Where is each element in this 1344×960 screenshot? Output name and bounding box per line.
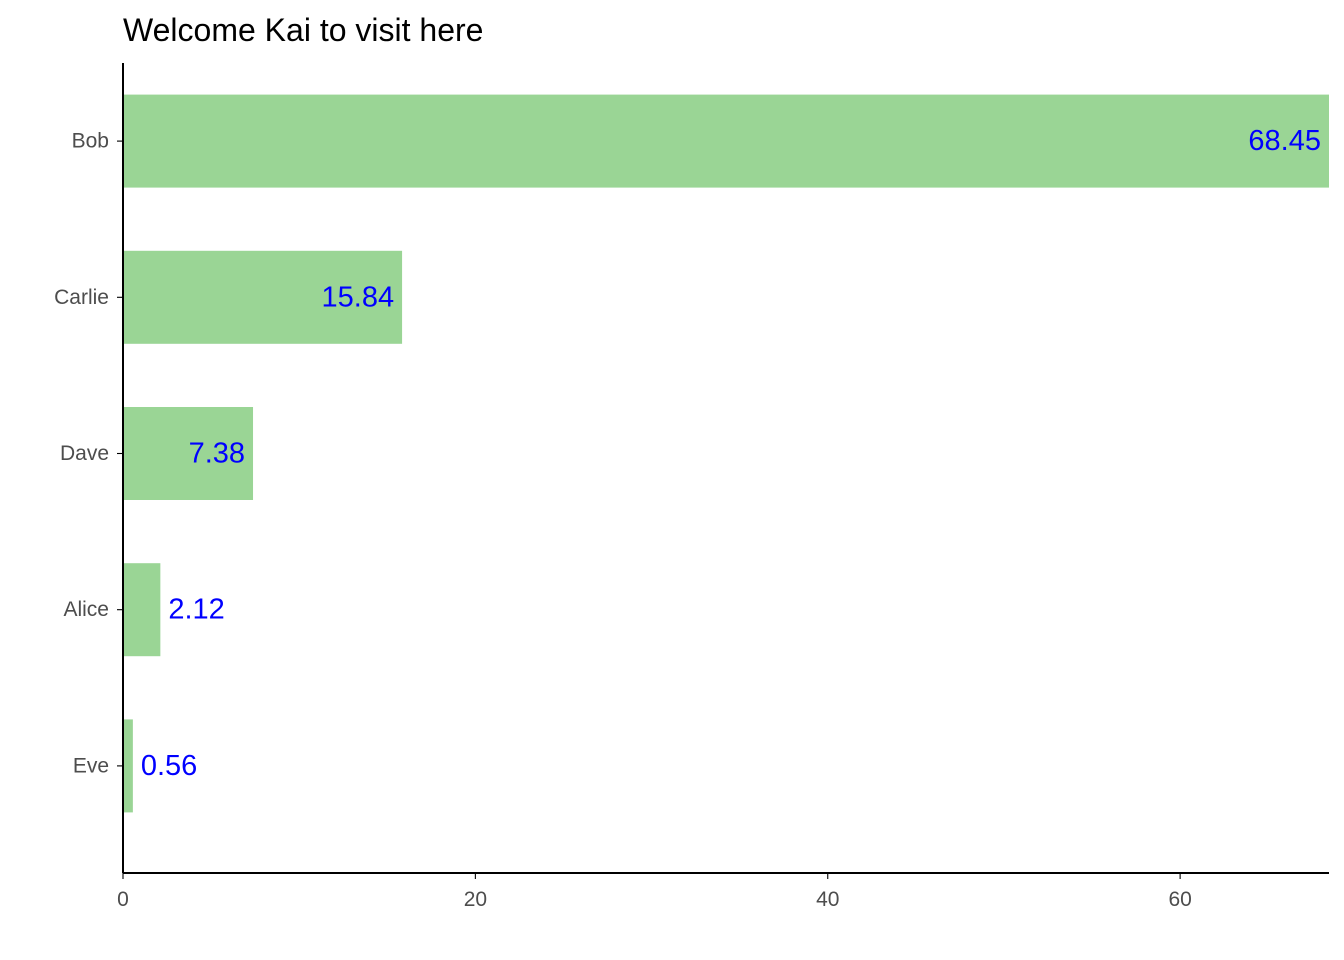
x-tick-label: 20 bbox=[464, 888, 487, 911]
x-tick-label: 40 bbox=[816, 888, 839, 911]
y-tick-label: Carlie bbox=[54, 286, 109, 309]
y-tick-label: Eve bbox=[73, 754, 109, 777]
y-tick-label: Alice bbox=[63, 598, 109, 621]
y-tick-label: Dave bbox=[60, 442, 109, 465]
bar-carlie bbox=[123, 250, 403, 344]
data-label-eve: 0.56 bbox=[141, 750, 197, 782]
data-label-carlie: 15.84 bbox=[322, 281, 395, 313]
x-tick-label: 0 bbox=[117, 888, 129, 911]
bar-eve bbox=[123, 719, 133, 813]
data-label-bob: 68.45 bbox=[1248, 125, 1321, 157]
data-labels-group: 68.45 15.84 7.38 2.12 0.56 bbox=[141, 125, 1321, 782]
bar-bob bbox=[123, 94, 1329, 188]
y-tick-label: Bob bbox=[72, 130, 109, 153]
bar-alice bbox=[123, 563, 161, 657]
bars-group bbox=[123, 94, 1329, 813]
bar-dave bbox=[123, 407, 254, 500]
axes-group: Bob Carlie Dave Alice Eve 0 20 40 60 bbox=[54, 63, 1329, 911]
x-tick-label: 60 bbox=[1168, 888, 1191, 911]
chart-title: Welcome Kai to visit here bbox=[123, 12, 483, 48]
data-label-dave: 7.38 bbox=[189, 438, 245, 470]
data-label-alice: 2.12 bbox=[168, 594, 224, 626]
